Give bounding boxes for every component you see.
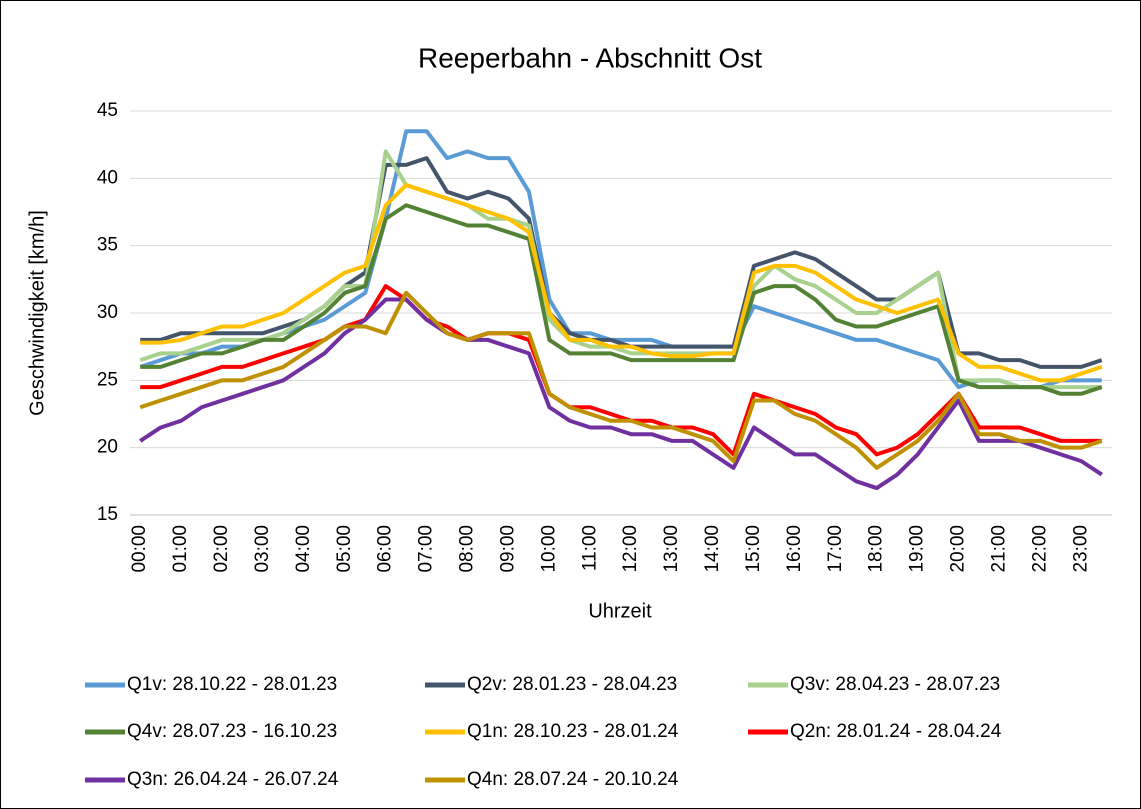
x-tick-label: 05:00: [334, 525, 355, 573]
x-tick-label: 03:00: [252, 525, 273, 573]
y-tick-label: 30: [97, 302, 118, 323]
series-line: [140, 183, 1103, 383]
y-tick-label: 45: [97, 100, 118, 121]
x-tick-label: 16:00: [784, 525, 805, 573]
y-axis-title: Geschwindigkeit [km/h]: [26, 210, 48, 416]
x-tick-label: 14:00: [702, 525, 723, 573]
legend-label: Q3n: 26.04.24 - 26.07.24: [127, 769, 339, 790]
x-axis-title: Uhrzeit: [588, 600, 652, 622]
legend-label: Q1v: 28.10.22 - 28.01.23: [127, 674, 337, 695]
y-tick-label: 20: [97, 437, 118, 458]
series-line: [139, 149, 1102, 390]
x-tick-label: 08:00: [457, 525, 478, 573]
x-tick-label: 21:00: [988, 525, 1009, 573]
x-tick-label: 11:00: [579, 525, 600, 571]
x-tick-label: 20:00: [948, 525, 969, 573]
x-tick-label: 01:00: [170, 525, 191, 573]
x-tick-label: 07:00: [416, 525, 437, 573]
y-tick-label: 40: [97, 167, 118, 188]
chart-title: Reeperbahn - Abschnitt Ost: [418, 42, 762, 73]
x-tick-label: 12:00: [620, 525, 641, 573]
x-tick-label: 10:00: [538, 525, 559, 573]
x-tick-label: 15:00: [743, 525, 764, 573]
x-tick-label: 17:00: [825, 525, 846, 573]
y-tick-label: 15: [97, 504, 118, 525]
x-tick-label: 22:00: [1029, 525, 1050, 573]
x-tick-label: 00:00: [129, 525, 150, 573]
series-line: [139, 290, 1103, 470]
legend-label: Q2n: 28.01.24 - 28.04.24: [790, 721, 1002, 742]
y-tick-label: 35: [97, 235, 118, 256]
x-tick-label: 02:00: [211, 525, 232, 573]
x-tick-label: 18:00: [866, 525, 887, 573]
legend-label: Q2v: 28.01.23 - 28.04.23: [467, 674, 677, 695]
x-tick-label: 06:00: [375, 525, 396, 573]
x-tick-label: 13:00: [661, 525, 682, 573]
y-tick-label: 25: [97, 369, 118, 390]
legend-label: Q1n: 28.10.23 - 28.01.24: [467, 721, 679, 742]
x-tick-label: 23:00: [1070, 525, 1091, 573]
series-line: [140, 284, 1102, 457]
x-tick-label: 19:00: [907, 525, 928, 573]
series-line: [139, 297, 1103, 491]
legend-label: Q4n: 28.07.24 - 20.10.24: [467, 769, 679, 790]
x-tick-label: 09:00: [497, 525, 518, 573]
x-tick-label: 04:00: [293, 525, 314, 573]
series-line: [140, 203, 1103, 396]
legend-label: Q3v: 28.04.23 - 28.07.23: [790, 674, 1000, 695]
legend-label: Q4v: 28.07.23 - 16.10.23: [127, 721, 337, 742]
